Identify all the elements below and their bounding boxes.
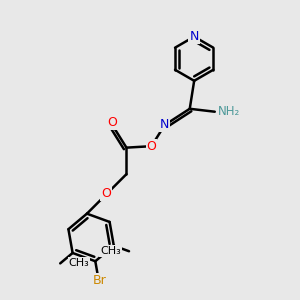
Text: N: N — [190, 30, 199, 43]
Text: O: O — [101, 187, 111, 200]
Text: CH₃: CH₃ — [100, 246, 121, 256]
Text: N: N — [160, 118, 169, 131]
Text: NH₂: NH₂ — [218, 105, 240, 118]
Text: CH₃: CH₃ — [68, 258, 89, 268]
Text: O: O — [146, 140, 156, 153]
Text: O: O — [107, 116, 117, 128]
Text: Br: Br — [92, 274, 106, 286]
